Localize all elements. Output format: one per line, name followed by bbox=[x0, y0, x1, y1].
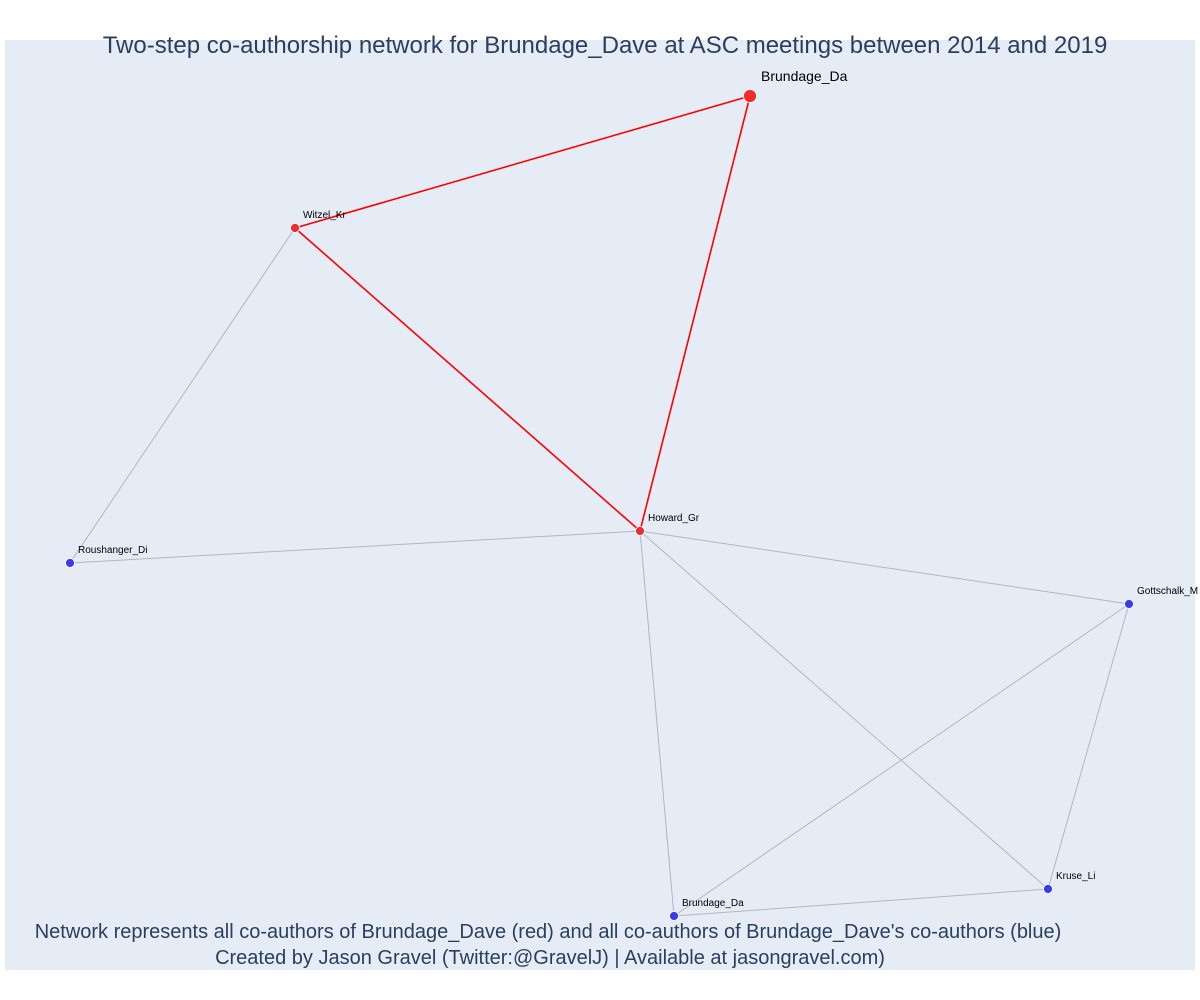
node-label-brundage_ego: Brundage_Da bbox=[761, 68, 848, 84]
node-witzel[interactable] bbox=[290, 223, 300, 233]
node-label-howard: Howard_Gr bbox=[648, 513, 700, 524]
footer-line-2: Created by Jason Gravel (Twitter:@Gravel… bbox=[215, 947, 885, 969]
node-gottschalk[interactable] bbox=[1124, 599, 1134, 609]
edge-gottschalk-brundage_2 bbox=[673, 603, 1130, 917]
node-roushanger[interactable] bbox=[65, 558, 75, 568]
node-label-gottschalk: Gottschalk_M bbox=[1137, 586, 1198, 597]
edge-kruse-brundage_2 bbox=[673, 888, 1049, 917]
edge-howard-kruse bbox=[639, 530, 1049, 890]
node-label-witzel: Witzel_Kr bbox=[303, 210, 346, 221]
footer-line-1: Network represents all co-authors of Bru… bbox=[35, 921, 1062, 943]
labels-layer: Brundage_Da Witzel_Kr Howard_Gr Roushanger_… bbox=[78, 68, 1198, 909]
edges-layer bbox=[69, 95, 1130, 917]
node-kruse[interactable] bbox=[1043, 884, 1053, 894]
edge-witzel-howard bbox=[294, 227, 641, 532]
chart-title: Two-step co-authorship network for Brund… bbox=[103, 32, 1108, 59]
edge-howard-gottschalk bbox=[639, 530, 1130, 605]
edge-howard-roushanger bbox=[69, 530, 641, 564]
node-label-brundage_2: Brundage_Da bbox=[682, 898, 744, 909]
node-label-roushanger: Roushanger_Di bbox=[78, 545, 148, 556]
plot-background bbox=[5, 40, 1195, 970]
node-brundage_ego[interactable] bbox=[743, 89, 757, 103]
edge-witzel-roushanger bbox=[69, 227, 296, 564]
node-howard[interactable] bbox=[635, 526, 645, 536]
edge-gottschalk-kruse bbox=[1047, 603, 1130, 890]
edge-brundage_ego-witzel bbox=[294, 95, 751, 229]
node-brundage_2[interactable] bbox=[669, 911, 679, 921]
nodes-layer bbox=[65, 89, 1134, 921]
node-label-kruse: Kruse_Li bbox=[1056, 871, 1095, 882]
edge-howard-brundage_2 bbox=[639, 530, 675, 917]
edge-brundage_ego-howard bbox=[639, 95, 751, 532]
